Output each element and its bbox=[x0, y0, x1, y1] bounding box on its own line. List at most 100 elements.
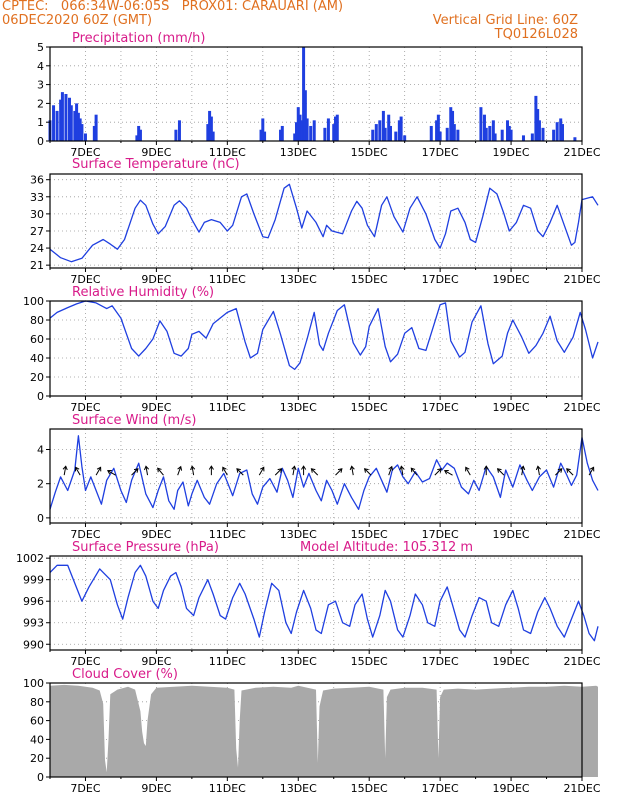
x-tick-label: 19DEC bbox=[493, 401, 530, 414]
x-tick-label: 21DEC bbox=[563, 401, 600, 414]
y-tick-label: 40 bbox=[30, 733, 44, 746]
x-tick-label: 19DEC bbox=[493, 655, 530, 668]
wind-arrow-head bbox=[410, 467, 416, 473]
y-tick-label: 100 bbox=[23, 295, 44, 308]
precip-bar bbox=[381, 110, 385, 141]
precip-bar bbox=[206, 124, 210, 141]
precip-bar bbox=[75, 103, 79, 141]
x-tick-label: 9DEC bbox=[141, 528, 171, 541]
precip-bar bbox=[541, 127, 545, 141]
panel-frame bbox=[49, 300, 583, 397]
y-tick-label: 24 bbox=[30, 242, 44, 255]
y-tick-label: 990 bbox=[23, 638, 44, 651]
y-tick-label: 0 bbox=[37, 390, 44, 403]
wind-arrow bbox=[222, 467, 228, 476]
x-tick-label: 11DEC bbox=[209, 655, 246, 668]
wind-arrow-head bbox=[310, 468, 316, 473]
panel-title: Surface Pressure (hPa) bbox=[72, 540, 219, 555]
wind-arrow-head bbox=[566, 468, 571, 473]
precip-bar bbox=[507, 125, 511, 141]
x-tick-label: 11DEC bbox=[209, 273, 246, 286]
x-tick-label: 15DEC bbox=[351, 528, 388, 541]
precip-bar bbox=[573, 137, 577, 141]
wind-arrow-head bbox=[483, 465, 489, 470]
precip-bar bbox=[438, 131, 442, 141]
wind-arrow bbox=[311, 468, 319, 476]
grid-line-note: Vertical Grid Line: 60Z bbox=[432, 13, 578, 28]
x-tick-label: 15DEC bbox=[351, 273, 388, 286]
precip-bar bbox=[482, 114, 486, 141]
wind-arrow bbox=[177, 466, 182, 476]
wind-arrow-head bbox=[443, 469, 449, 475]
precip-bar bbox=[397, 120, 401, 141]
wind-arrow-head bbox=[496, 468, 502, 473]
y-tick-label: 40 bbox=[30, 352, 44, 365]
panel-frame bbox=[49, 682, 583, 778]
y-tick-label: 36 bbox=[30, 174, 44, 187]
precip-bar bbox=[73, 110, 77, 141]
wind-arrow-head bbox=[157, 467, 162, 473]
x-tick-label: 9DEC bbox=[141, 273, 171, 286]
x-tick-label: 7DEC bbox=[70, 146, 100, 159]
precip-bar bbox=[69, 105, 73, 141]
precip-bar bbox=[300, 120, 304, 141]
precip-bar bbox=[555, 122, 559, 141]
precip-bar bbox=[536, 109, 540, 141]
x-tick-label: 7DEC bbox=[70, 273, 100, 286]
wind-arrow bbox=[157, 467, 164, 476]
y-tick-label: 0 bbox=[37, 135, 44, 148]
precip-bar bbox=[530, 133, 534, 141]
station-header: CPTEC: 066:34W-06:05S PROX01: CARAUARI (… bbox=[2, 0, 344, 14]
wind-arrow bbox=[388, 466, 393, 476]
panel-frame bbox=[49, 46, 583, 142]
precip-bar bbox=[60, 92, 64, 141]
x-tick-label: 17DEC bbox=[422, 528, 459, 541]
series-line bbox=[49, 300, 599, 371]
wind-arrow-head bbox=[190, 465, 196, 471]
y-tick-label: 4 bbox=[37, 444, 44, 457]
precip-bar bbox=[312, 120, 316, 141]
precip-bar bbox=[303, 90, 307, 141]
precip-bar bbox=[138, 129, 142, 141]
wind-arrow-head bbox=[74, 466, 80, 472]
precip-bar bbox=[211, 131, 215, 141]
wind-arrow bbox=[145, 466, 149, 476]
wind-arrow bbox=[566, 468, 574, 476]
y-tick-label: 1002 bbox=[16, 552, 44, 565]
wind-arrow-head bbox=[291, 465, 297, 471]
wind-arrow bbox=[236, 468, 244, 476]
precip-bar bbox=[383, 127, 387, 141]
precip-bar bbox=[484, 127, 488, 141]
precip-bar bbox=[500, 129, 504, 141]
x-tick-label: 9DEC bbox=[141, 782, 171, 795]
wind-arrow-head bbox=[557, 468, 563, 473]
x-tick-label: 15DEC bbox=[351, 782, 388, 795]
x-tick-label: 17DEC bbox=[422, 273, 459, 286]
precip-bar bbox=[59, 99, 63, 141]
y-tick-label: 993 bbox=[23, 617, 44, 630]
x-tick-label: 19DEC bbox=[493, 273, 530, 286]
precip-bar bbox=[83, 133, 87, 141]
precip-bar bbox=[323, 127, 327, 141]
run-date: 06DEC2020 60Z (GMT) bbox=[2, 13, 153, 28]
wind-arrow bbox=[497, 468, 505, 476]
precip-bar bbox=[94, 114, 98, 141]
precip-bar bbox=[394, 131, 398, 141]
wind-arrow bbox=[537, 466, 540, 476]
x-tick-label: 7DEC bbox=[70, 782, 100, 795]
precip-bar bbox=[479, 107, 483, 141]
wind-arrow-head bbox=[107, 469, 112, 475]
y-tick-label: 5 bbox=[37, 41, 44, 54]
x-tick-label: 17DEC bbox=[422, 401, 459, 414]
x-tick-label: 11DEC bbox=[209, 146, 246, 159]
x-tick-label: 13DEC bbox=[280, 401, 317, 414]
wind-arrow bbox=[364, 468, 372, 476]
wind-arrow-head bbox=[301, 465, 307, 470]
wind-arrow bbox=[555, 468, 563, 476]
x-tick-label: 15DEC bbox=[351, 655, 388, 668]
precip-bar bbox=[326, 118, 330, 141]
panel-title: Precipitation (mm/h) bbox=[72, 31, 205, 46]
precip-bar bbox=[294, 122, 298, 141]
wind-arrow bbox=[588, 467, 595, 476]
